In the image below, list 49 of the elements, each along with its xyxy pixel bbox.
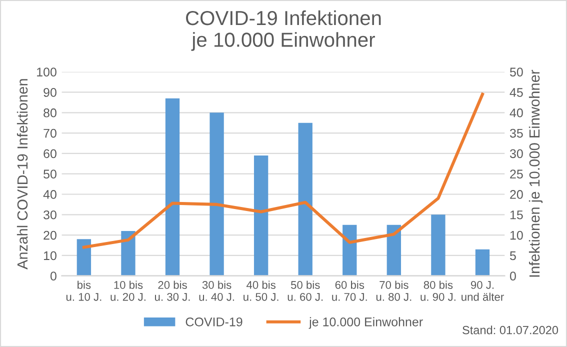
x-tick-label: 90 J. und älter — [462, 281, 504, 301]
y2-tick-label: 35 — [510, 128, 523, 138]
line-series — [82, 92, 484, 249]
x-tick-label: 80 bis u. 90 J. — [420, 280, 456, 301]
x-tick-label: bis u. 10 J. — [66, 280, 102, 301]
legend-label: COVID-19 — [186, 317, 242, 326]
y-tick-label: 60 — [44, 149, 56, 158]
y2-axis-title: Infektionen je 10.000 Einwohner — [528, 70, 543, 277]
y-tick-label: 30 — [44, 210, 56, 220]
bar — [121, 230, 136, 276]
bar — [431, 214, 446, 276]
x-tick-label: 10 bis u. 20 J. — [110, 280, 146, 301]
y2-tick-label: 50 — [510, 68, 523, 76]
y-axis-title: Anzahl COVID-19 Infektionen — [16, 79, 28, 270]
y2-tick-label: 40 — [510, 108, 523, 118]
y-tick-label: 40 — [43, 190, 56, 199]
legend-label: je 10.000 Einwohner — [308, 317, 423, 329]
text: Stand: 01.07.2020 — [462, 326, 558, 334]
y2-tick-label: 0 — [510, 272, 516, 281]
bar — [165, 98, 180, 276]
x-tick-label: 70 bis u. 80 J. — [376, 280, 412, 301]
y2-tick-label: 5 — [510, 251, 516, 260]
x-tick-label: 20 bis u. 30 J. — [155, 280, 190, 301]
bar — [254, 155, 268, 276]
x-tick-label: 60 bis u. 70 J. — [332, 280, 367, 301]
x-tick-label: 40 bis u. 50 J. — [244, 280, 278, 301]
bar — [210, 112, 224, 276]
y-tick-label: 0 — [50, 272, 56, 281]
y2-tick-label: 20 — [510, 190, 523, 199]
y-tick-label: 80 — [44, 108, 56, 118]
y-tick-label: 100 — [37, 68, 56, 76]
y2-tick-label: 30 — [510, 149, 523, 158]
y2-tick-label: 15 — [510, 210, 523, 220]
y-tick-label: 50 — [44, 170, 56, 178]
y2-tick-label: 45 — [510, 88, 523, 97]
x-tick-label: 30 bis u. 40 J. — [199, 280, 234, 301]
bar — [76, 239, 92, 276]
y-tick-label: 20 — [44, 230, 56, 240]
bar — [475, 249, 490, 276]
y2-tick-label: 25 — [510, 170, 523, 178]
bar — [298, 122, 312, 276]
y-tick-label: 10 — [44, 251, 56, 260]
y-tick-label: 90 — [44, 88, 56, 97]
chart-title: COVID-19 Infektionen je 10.000 Einwohner — [186, 10, 381, 51]
y2-tick-label: 10 — [510, 230, 523, 240]
bar — [386, 224, 402, 276]
y-tick-label: 70 — [44, 128, 56, 138]
x-tick-label: 50 bis u. 60 J. — [288, 280, 323, 301]
bar — [342, 224, 357, 276]
